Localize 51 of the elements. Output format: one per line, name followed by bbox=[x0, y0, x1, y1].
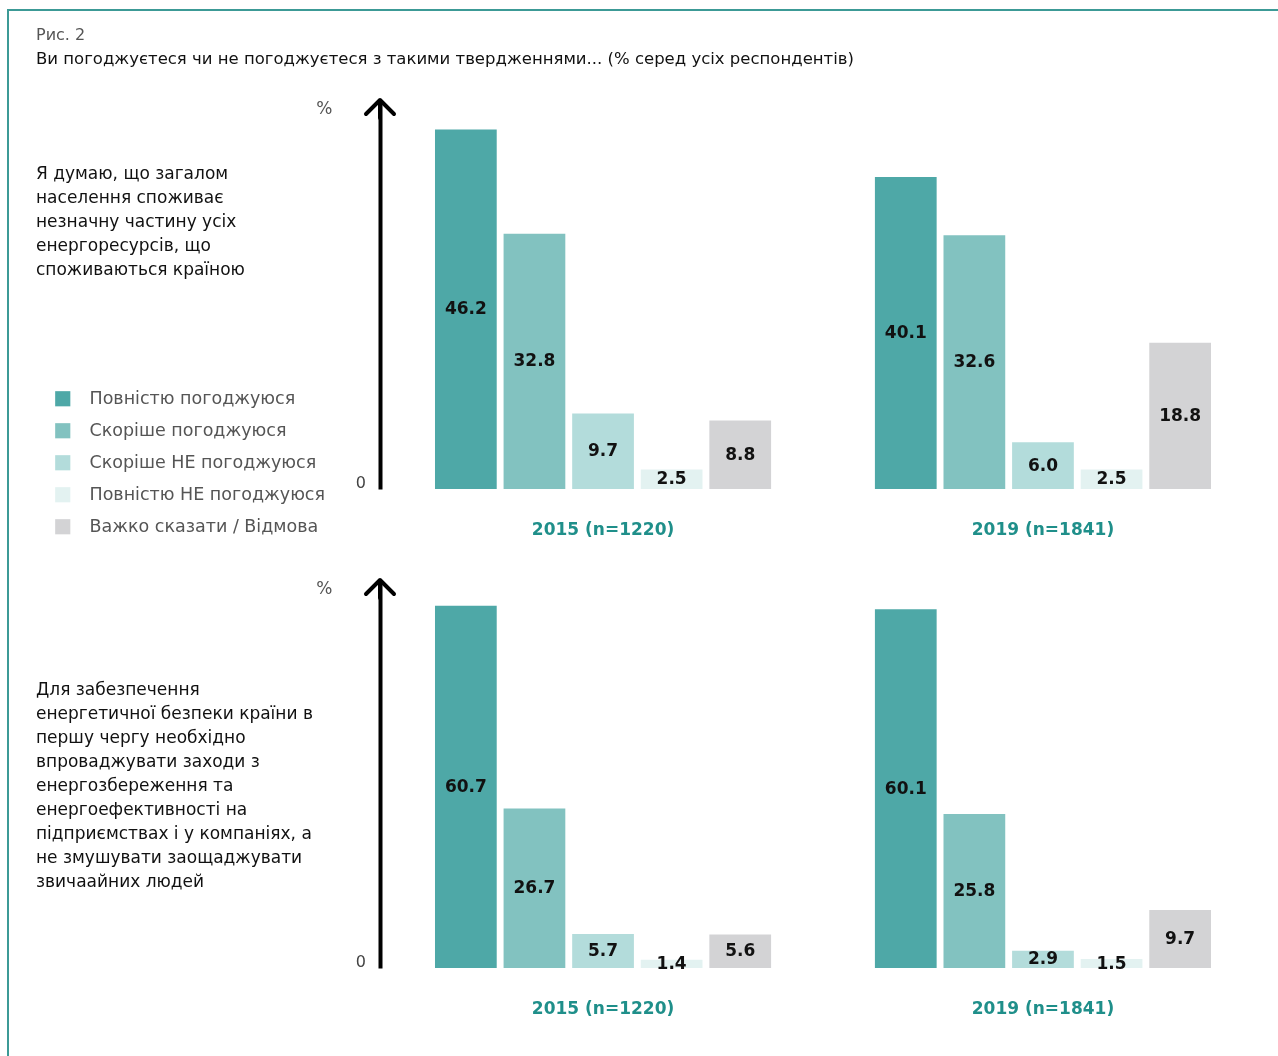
data-label: 9.7 bbox=[1165, 928, 1196, 949]
bar bbox=[503, 808, 566, 968]
data-label: 60.1 bbox=[884, 777, 927, 798]
data-label: 2.5 bbox=[1096, 468, 1127, 489]
text: 0 bbox=[355, 952, 366, 971]
bar bbox=[709, 420, 772, 489]
bar bbox=[572, 933, 634, 968]
bar bbox=[943, 813, 1006, 968]
data-label: 9.7 bbox=[587, 440, 619, 461]
data-label: 1.4 bbox=[656, 952, 687, 973]
data-label: 32.8 bbox=[513, 350, 556, 371]
data-label: 26.7 bbox=[513, 877, 556, 898]
x-tick-label: 2015 (n=1220) bbox=[531, 518, 675, 539]
data-label: 1.5 bbox=[1096, 952, 1127, 973]
bar bbox=[943, 235, 1006, 489]
data-label: 2.5 bbox=[656, 468, 687, 489]
bar bbox=[874, 177, 937, 489]
x-tick-label: 2019 (n=1841) bbox=[971, 997, 1115, 1018]
legend-label: Важко сказати / Відмова bbox=[89, 515, 319, 536]
data-label: 6.0 bbox=[1027, 454, 1059, 475]
data-label: 32.6 bbox=[953, 351, 996, 372]
legend-label: Скоріше погоджуюся bbox=[89, 419, 287, 440]
data-label: 2.9 bbox=[1027, 948, 1059, 969]
x-tick-label: 2019 (n=1841) bbox=[971, 518, 1115, 539]
bar bbox=[434, 605, 497, 968]
legend-label: Скоріше НЕ погоджуюся bbox=[89, 451, 317, 472]
chart-title: Ви погоджуєтеся чи не погоджуєтеся з такими твердженнями... (% серед усіх респондентів) bbox=[36, 49, 854, 68]
legend-label: Повністю погоджуюся bbox=[89, 387, 296, 408]
data-label: 5.6 bbox=[725, 940, 756, 961]
text: Рис. 2 bbox=[36, 25, 86, 44]
data-label: 40.1 bbox=[884, 322, 927, 343]
text: 0 bbox=[355, 473, 366, 492]
data-label: 18.8 bbox=[1159, 404, 1202, 425]
legend-label: Повністю НЕ погоджуюся bbox=[89, 483, 326, 504]
y-axis-title: % bbox=[316, 97, 333, 118]
bar bbox=[1149, 342, 1212, 489]
bar bbox=[434, 129, 497, 489]
data-label: 5.7 bbox=[587, 939, 619, 960]
bar bbox=[572, 413, 634, 489]
y-axis-title: % bbox=[316, 577, 333, 598]
data-label: 25.8 bbox=[953, 880, 996, 900]
bar bbox=[1149, 910, 1212, 968]
text: Я думаю, що загалом населення споживає незначну частину усіх енергоресурсів, що споживаються країною bbox=[36, 163, 245, 279]
x-tick-label: 2015 (n=1220) bbox=[531, 997, 675, 1018]
text: Для забезпечення енергетичної безпеки країни в першу чергу необхідно впроваджувати заходи з енергозбереження та енергоефективності на підприємствах і у компаніях, а не змушувати заощаджувати звичаайних людей bbox=[36, 679, 313, 891]
data-label: 46.2 bbox=[444, 298, 487, 319]
bar bbox=[874, 609, 937, 968]
data-label: 8.8 bbox=[725, 443, 756, 464]
bar bbox=[503, 233, 566, 489]
data-label: 60.7 bbox=[444, 775, 487, 796]
bar bbox=[1012, 442, 1074, 489]
